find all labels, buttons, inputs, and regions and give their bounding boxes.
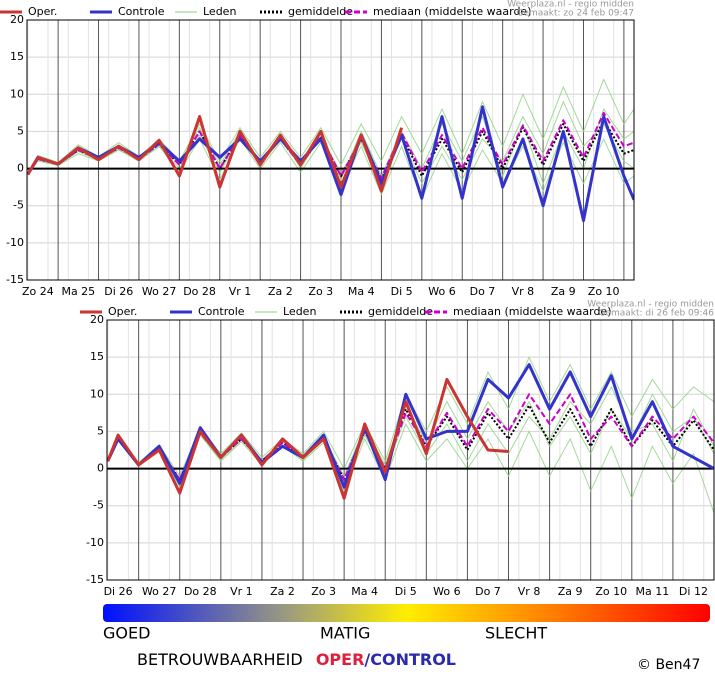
caption-text: BETROUWBAARHEID [137,650,303,669]
x-tick-label: Di 26 [104,585,133,598]
series-line [107,363,714,489]
x-tick-label: Di 5 [395,585,417,598]
y-tick-label: 20 [10,13,24,26]
legend-label: Leden [283,305,316,318]
x-tick-label: Ma 4 [348,285,375,298]
y-tick-label: 15 [10,50,24,63]
x-tick-label: Vr 1 [229,285,252,298]
x-tick-label: Zo 10 [595,585,627,598]
legend-label: gemiddelde [288,5,353,18]
control-text: /CONTROL [364,650,456,669]
legend-label: mediaan (middelste waarde) [453,305,611,318]
series-line [107,404,714,481]
oper-text: OPER [316,650,365,669]
y-tick-label: -15 [86,573,104,586]
x-tick-label: Di 12 [679,585,708,598]
x-tick-label: Do 28 [184,585,217,598]
y-tick-label: -10 [6,236,24,249]
legend-label: mediaan (middelste waarde) [373,5,531,18]
x-tick-label: Zo 3 [308,285,333,298]
x-tick-label: Za 9 [558,585,583,598]
lines [107,355,714,514]
lines [27,78,634,223]
x-tick-label: Vr 8 [518,585,541,598]
member-line [27,78,634,175]
legend-label: Leden [203,5,236,18]
caption: BETROUWBAARHEID OPER/CONTROL [137,650,456,669]
credit: © Ben47 [637,657,700,673]
scale-label: MATIG [320,624,370,643]
x-tick-label: Zo 10 [588,285,620,298]
plot-area [107,320,714,580]
plot-border [26,19,635,281]
y-tick-label: 10 [10,87,24,100]
x-tick-label: Ma 4 [351,585,378,598]
reliability-bar [103,604,710,622]
x-tick-label: Di 26 [104,285,133,298]
y-tick-label: 0 [97,462,104,475]
y-tick-label: 5 [97,424,104,437]
y-tick-label: 0 [17,162,24,175]
made-time: Gemaakt: di 26 feb 09:46 [598,309,714,319]
x-tick-label: Do 7 [470,285,496,298]
legend-label: Controle [118,5,165,18]
y-tick-label: 15 [90,350,104,363]
source: Weerplaza.nl - regio midden [587,300,714,310]
x-tick-label: Vr 8 [512,285,535,298]
x-tick-label: Za 2 [268,285,293,298]
x-tick-label: Di 5 [391,285,413,298]
legend-label: gemiddelde [368,305,433,318]
x-tick-label: Do 7 [475,585,501,598]
plot-border [106,319,715,581]
legend-label: Oper. [28,5,57,18]
scale-label: SLECHT [485,624,547,643]
x-tick-label: Do 28 [183,285,216,298]
x-tick-label: Zo 24 [22,285,54,298]
x-tick-label: Zo 3 [311,585,336,598]
y-tick-label: 10 [90,387,104,400]
legend-label: Oper. [108,305,137,318]
y-tick-label: -10 [86,536,104,549]
y-tick-label: -5 [13,199,24,212]
x-tick-label: Ma 11 [635,585,669,598]
x-tick-label: Wo 27 [142,285,176,298]
x-tick-label: Za 9 [551,285,576,298]
x-tick-label: Wo 27 [142,585,176,598]
legend-label: Controle [198,305,245,318]
scale-label: GOED [103,624,150,643]
y-tick-label: 20 [90,313,104,326]
y-tick-label: 5 [17,124,24,137]
y-tick-label: -5 [93,499,104,512]
y-tick-label: -15 [6,273,24,286]
made-time: Gemaakt: zo 24 feb 09:47 [516,9,634,19]
source: Weerplaza.nl - regio midden [507,0,634,10]
x-tick-label: Vr 1 [230,585,253,598]
series-line [27,115,404,193]
x-tick-label: Wo 6 [433,585,460,598]
series-line [107,377,509,500]
x-tick-label: Wo 6 [428,285,455,298]
x-tick-label: Za 2 [270,585,295,598]
x-tick-label: Ma 25 [61,285,95,298]
